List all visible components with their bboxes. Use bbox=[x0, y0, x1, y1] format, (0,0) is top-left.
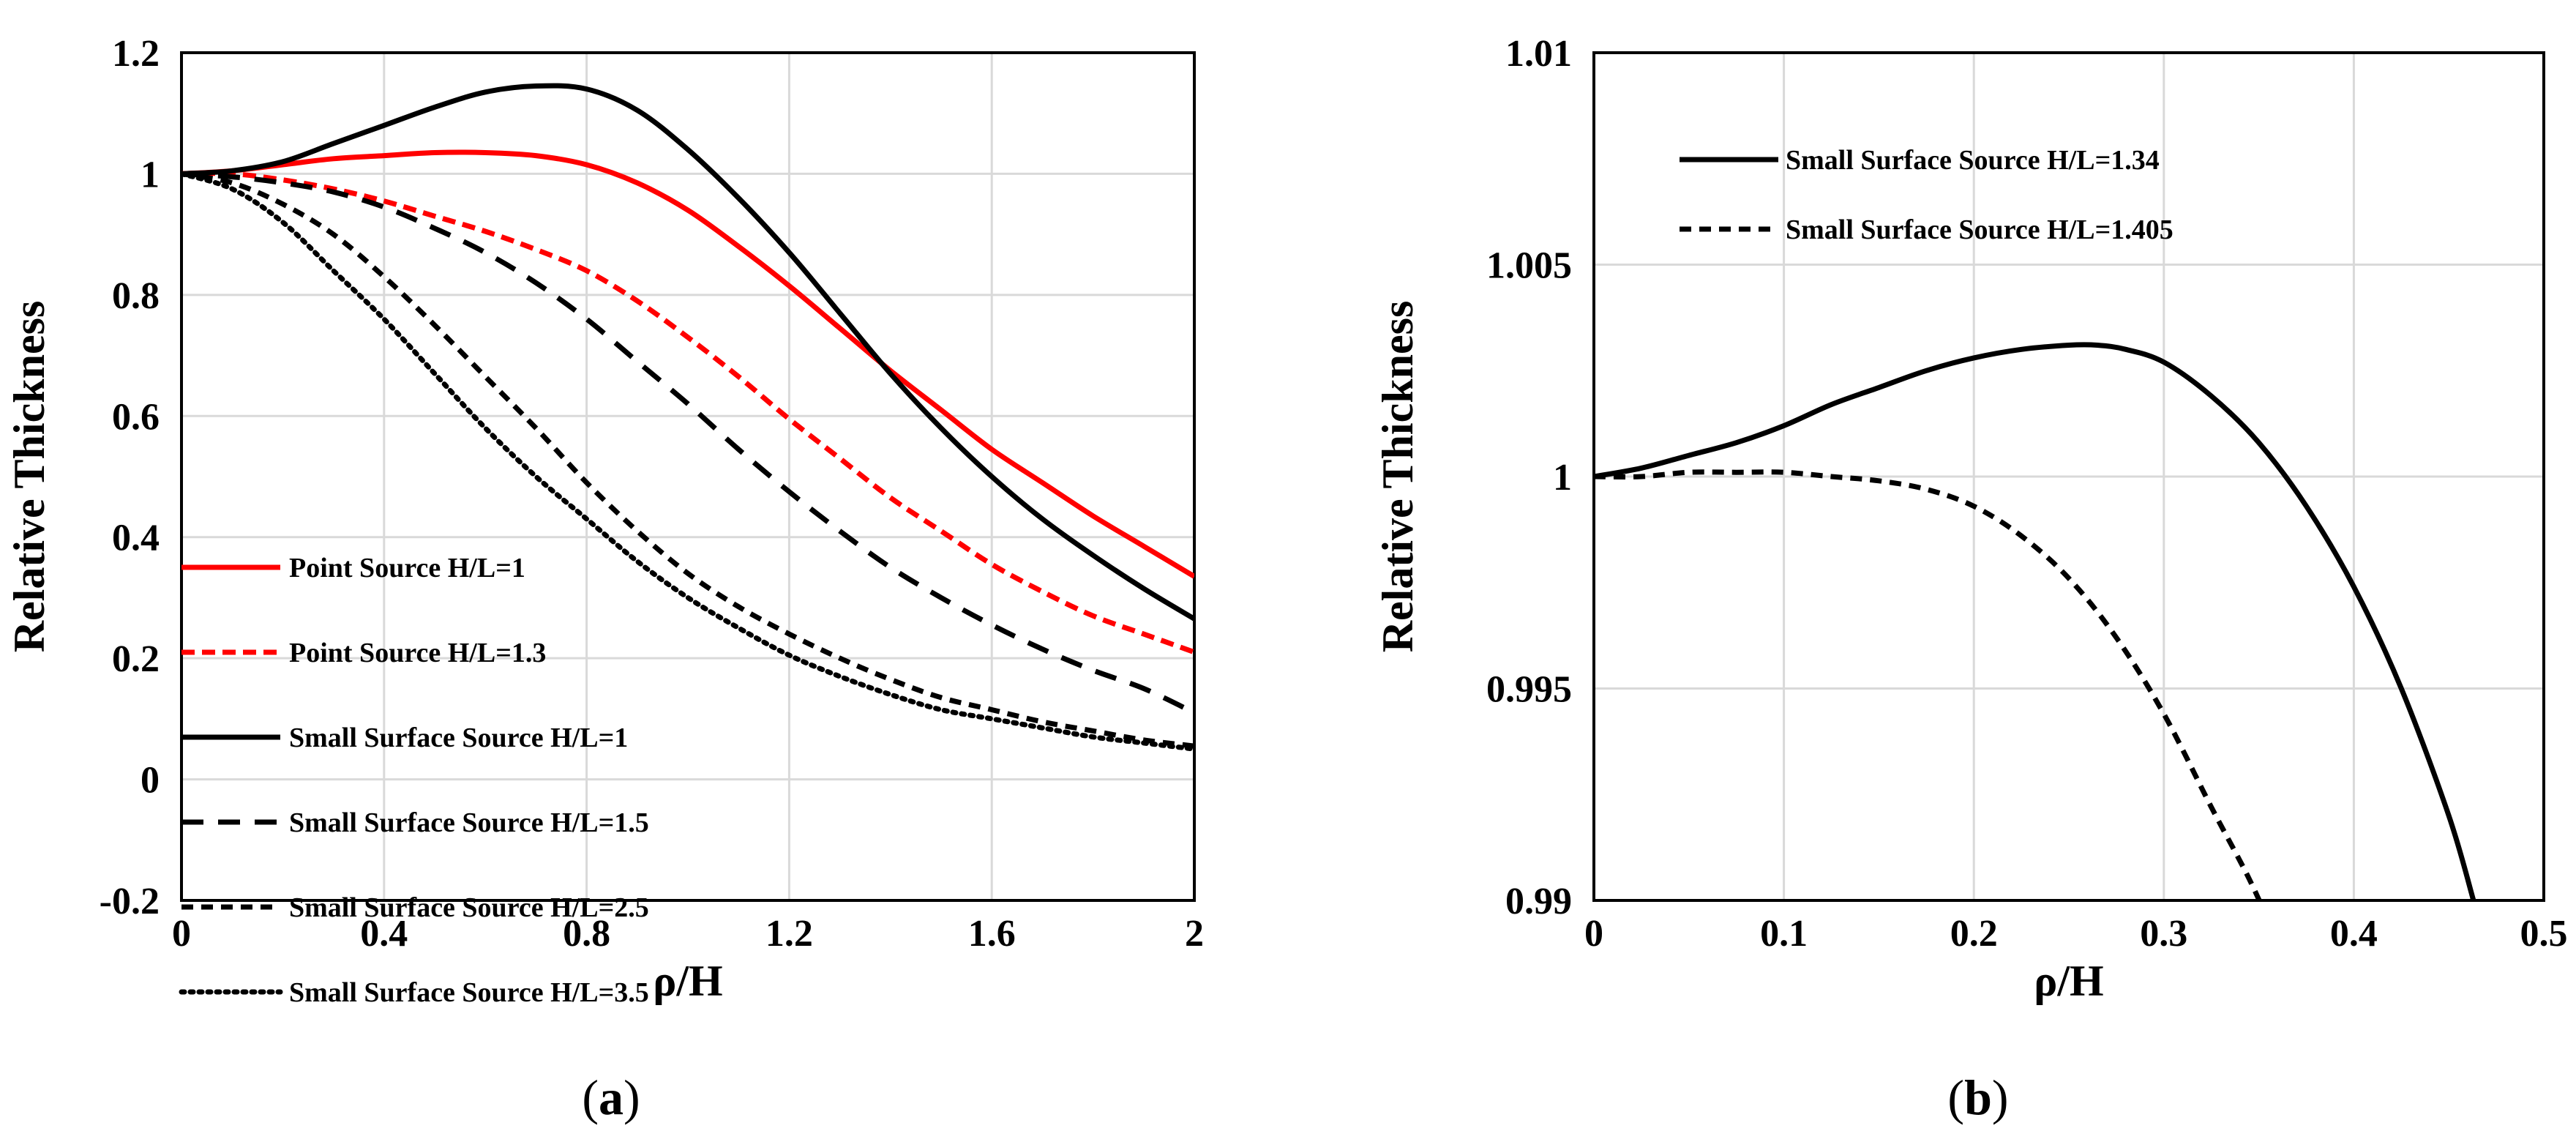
y-tick-label: -0.2 bbox=[100, 881, 160, 922]
x-tick-label: 0.8 bbox=[563, 913, 610, 955]
series-line-3 bbox=[181, 83, 1194, 622]
y-tick-label: 0.2 bbox=[112, 638, 160, 680]
legend-label-6: Small Surface Source H/L=3.5 bbox=[289, 977, 649, 1008]
series-line-1 bbox=[181, 149, 1194, 579]
grid-a bbox=[180, 51, 1196, 902]
x-tick-label: 0.4 bbox=[2330, 913, 2378, 955]
x-axis-title-a: ρ/H bbox=[653, 957, 722, 1005]
x-tick-label: 0.4 bbox=[360, 913, 408, 955]
panel-b: 0 0.1 0.2 0.3 0.4 0.5 0.99 0.995 1 1.005 1.01 Smal… bbox=[1374, 33, 2568, 1125]
y-tick-label: 1.01 bbox=[1505, 33, 1572, 75]
plot-area-a bbox=[180, 51, 1196, 902]
y-tick-label: 1 bbox=[141, 154, 160, 195]
caption-b: (b) bbox=[1947, 1070, 2008, 1125]
y-tick-label: 1.2 bbox=[112, 33, 160, 75]
ticks-b: 0 0.1 0.2 0.3 0.4 0.5 0.99 0.995 1 1.005 1.01 bbox=[1486, 33, 2568, 955]
y-tick-label: 0.8 bbox=[112, 275, 160, 317]
caption-a-letter: a bbox=[599, 1070, 624, 1125]
caption-a: (a) bbox=[582, 1070, 640, 1125]
x-tick-label: 0.3 bbox=[2140, 913, 2187, 955]
legend-label-2: Small Surface Source H/L=1.405 bbox=[1786, 214, 2174, 245]
x-tick-label: 2 bbox=[1185, 913, 1204, 955]
y-tick-label: 1 bbox=[1553, 457, 1572, 499]
y-tick-label: 0.6 bbox=[112, 396, 160, 438]
x-tick-label: 0 bbox=[172, 913, 191, 955]
caption-b-open: ( bbox=[1947, 1070, 1964, 1125]
ticks-a: 0 0.4 0.8 1.2 1.6 2 -0.2 0 0.2 0.4 0.6 0.8 1 1.2 bbox=[100, 33, 1204, 955]
series-line-2 bbox=[1594, 469, 2263, 900]
x-tick-label: 1.2 bbox=[765, 913, 813, 955]
y-tick-label: 1.005 bbox=[1486, 245, 1572, 287]
x-tick-label: 0 bbox=[1584, 913, 1603, 955]
legend-label-2: Point Source H/L=1.3 bbox=[289, 638, 546, 668]
caption-a-open: ( bbox=[582, 1070, 599, 1125]
x-axis-title-b: ρ/H bbox=[2034, 957, 2103, 1005]
legend-label-5: Small Surface Source H/L=2.5 bbox=[289, 892, 649, 923]
lines-b bbox=[1594, 342, 2476, 900]
legend-a: Point Source H/L=1 Point Source H/L=1.3 Sm… bbox=[179, 553, 649, 1008]
x-tick-label: 1.6 bbox=[968, 913, 1016, 955]
series-line-1 bbox=[1594, 342, 2476, 900]
y-tick-label: 0.995 bbox=[1486, 669, 1572, 711]
grid-b bbox=[1592, 51, 2545, 902]
series-line-2 bbox=[181, 171, 1194, 655]
y-axis-title-b: Relative Thickness bbox=[1374, 301, 1422, 653]
x-tick-label: 0.5 bbox=[2520, 913, 2568, 955]
caption-a-close: ) bbox=[624, 1070, 640, 1125]
y-tick-label: 0.4 bbox=[112, 518, 160, 559]
legend-label-1: Point Source H/L=1 bbox=[289, 553, 525, 583]
lines-a bbox=[181, 83, 1194, 752]
series-line-4 bbox=[181, 171, 1194, 715]
caption-b-letter: b bbox=[1964, 1070, 1992, 1125]
series-line-6 bbox=[181, 171, 1194, 752]
x-tick-label: 0.2 bbox=[1950, 913, 1998, 955]
legend-label-1: Small Surface Source H/L=1.34 bbox=[1786, 145, 2160, 176]
legend-label-4: Small Surface Source H/L=1.5 bbox=[289, 807, 649, 838]
series-line-5 bbox=[181, 171, 1194, 749]
caption-b-close: ) bbox=[1992, 1070, 2009, 1125]
y-axis-title-a: Relative Thickness bbox=[5, 301, 53, 653]
y-tick-label: 0.99 bbox=[1505, 881, 1572, 922]
legend-label-3: Small Surface Source H/L=1 bbox=[289, 723, 628, 753]
legend-b: Small Surface Source H/L=1.34 Small Surfa… bbox=[1680, 145, 2174, 245]
panel-a: 0 0.4 0.8 1.2 1.6 2 -0.2 0 0.2 0.4 0.6 0.8 1 1.2 Poin… bbox=[5, 33, 1204, 1125]
x-tick-label: 0.1 bbox=[1760, 913, 1808, 955]
y-tick-label: 0 bbox=[141, 760, 160, 802]
